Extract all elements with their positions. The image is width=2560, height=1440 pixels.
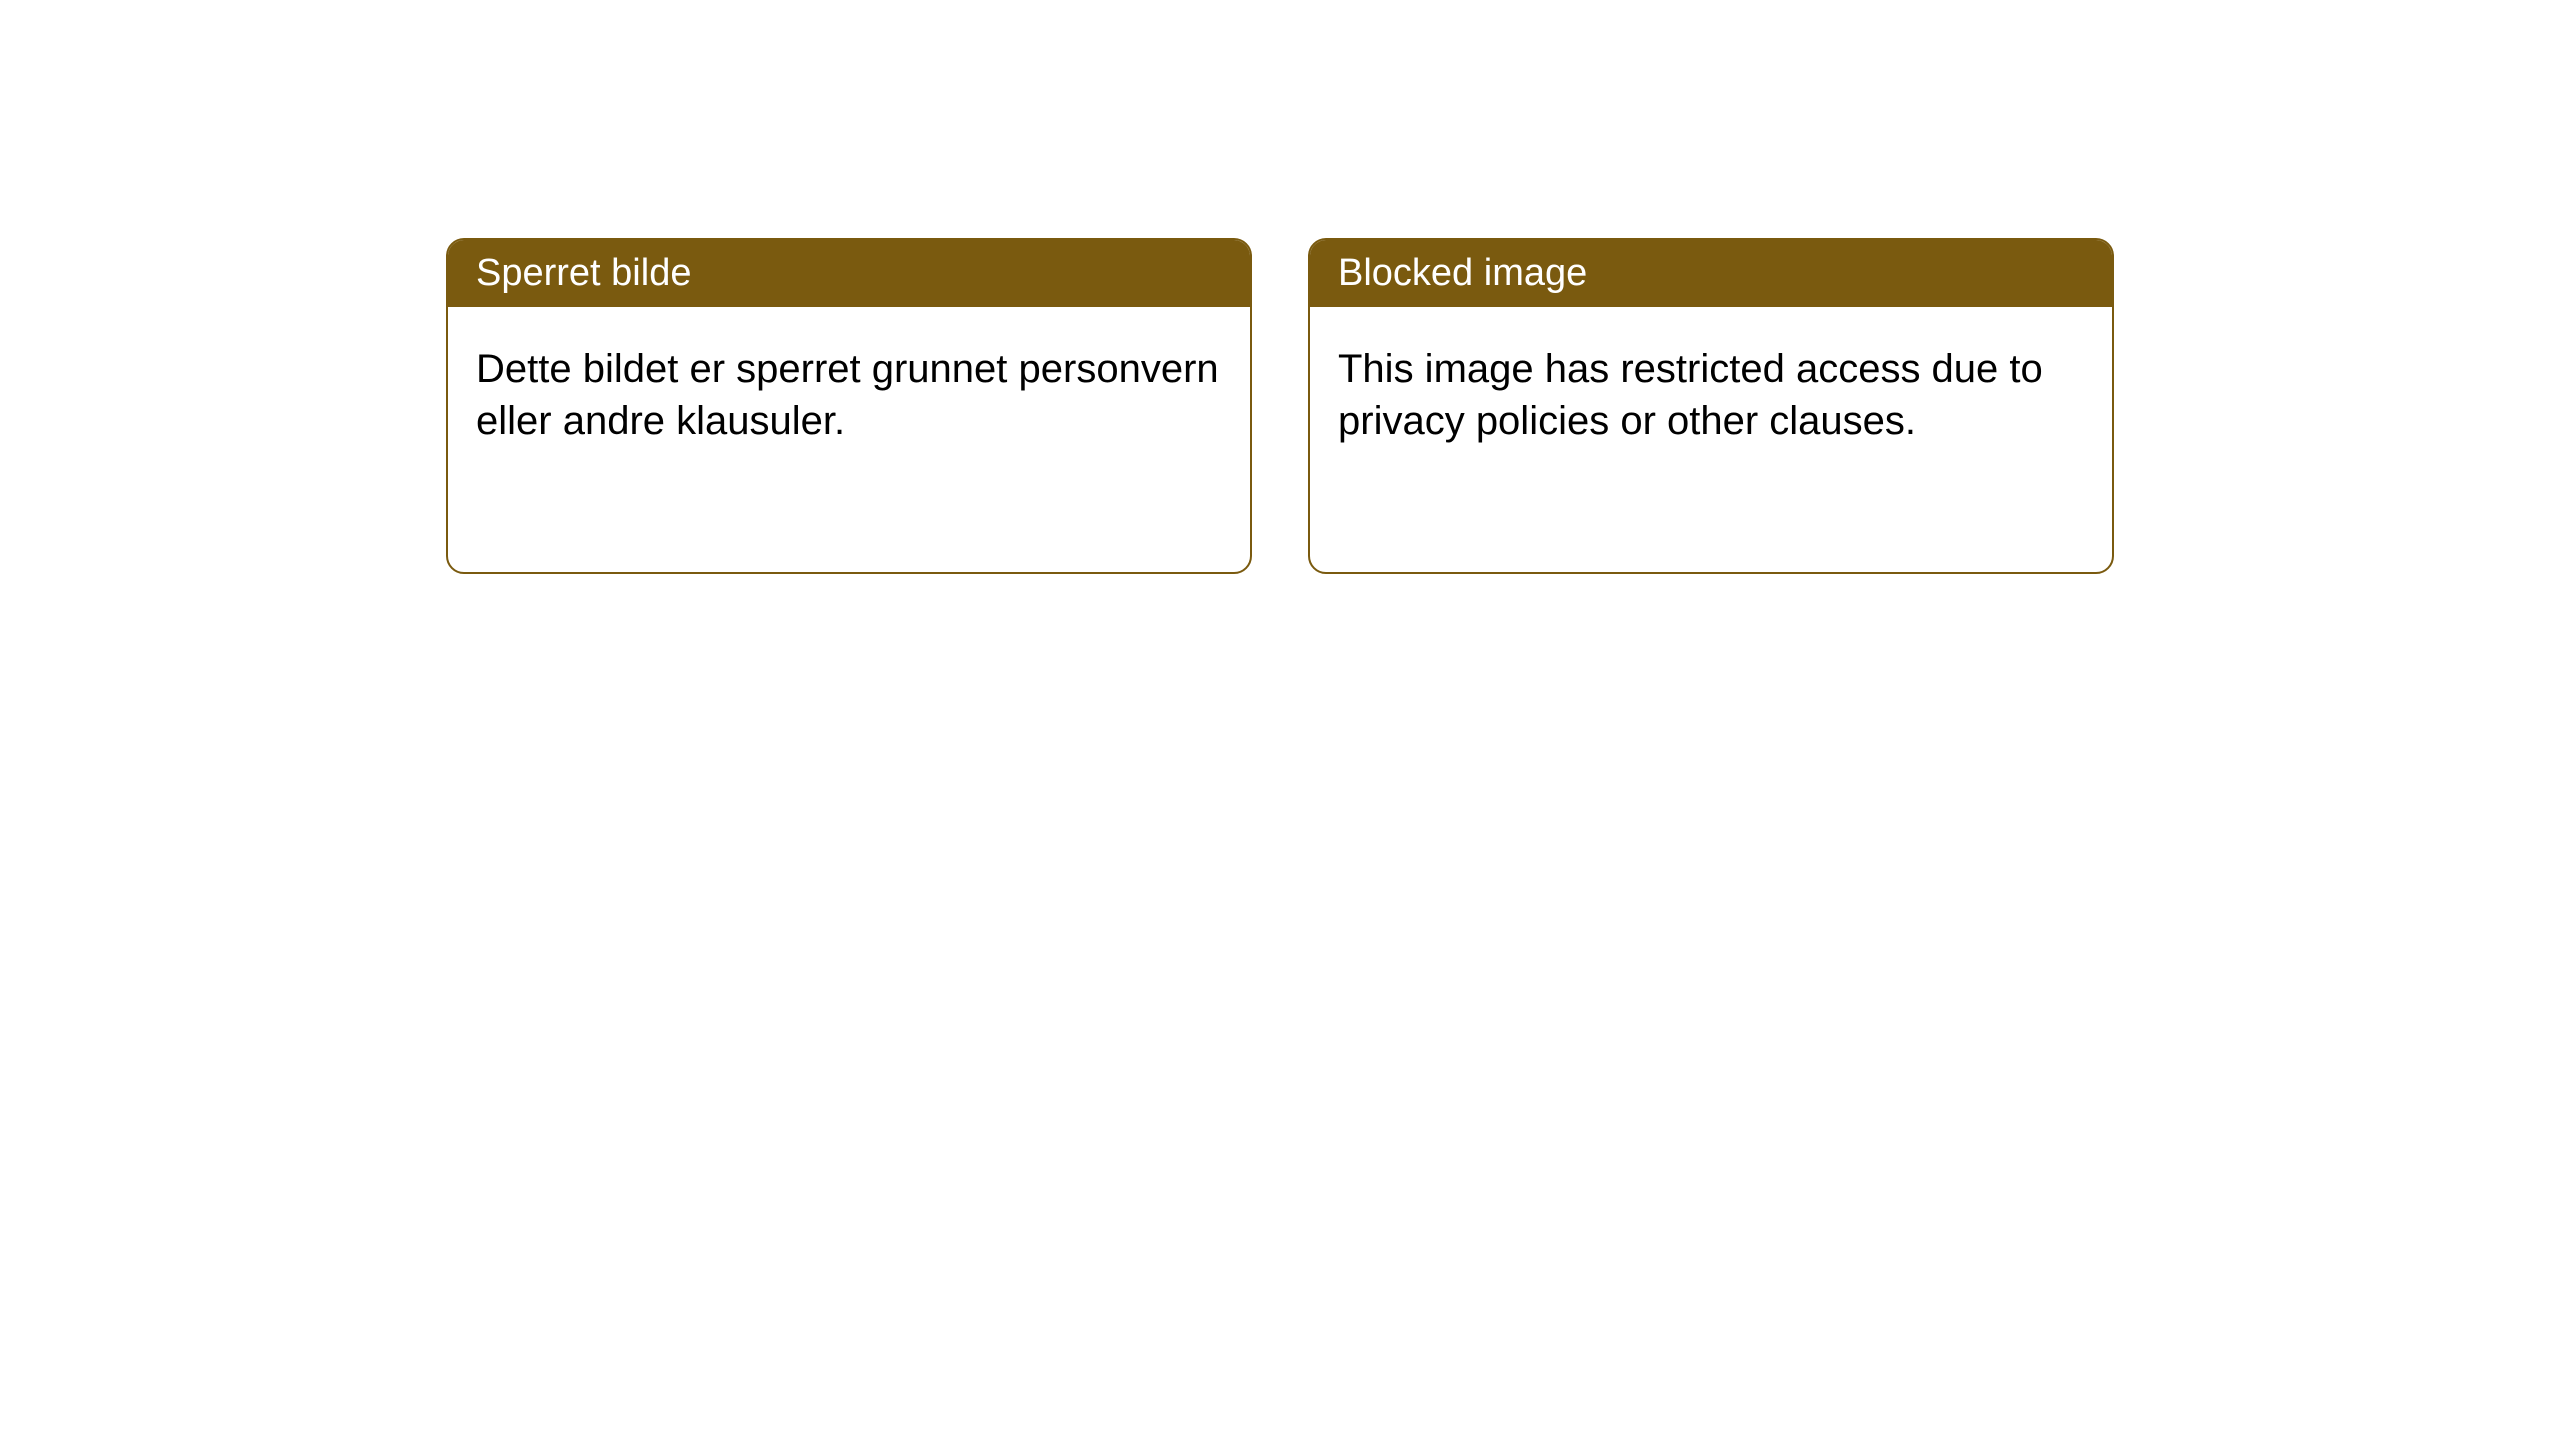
notice-card-english: Blocked image This image has restricted … xyxy=(1308,238,2114,574)
notice-card-norwegian: Sperret bilde Dette bildet er sperret gr… xyxy=(446,238,1252,574)
notice-header: Blocked image xyxy=(1310,240,2112,307)
notice-body: This image has restricted access due to … xyxy=(1310,307,2112,483)
notice-container: Sperret bilde Dette bildet er sperret gr… xyxy=(0,0,2560,574)
notice-title: Sperret bilde xyxy=(476,252,691,294)
notice-body-text: This image has restricted access due to … xyxy=(1338,347,2043,443)
notice-body: Dette bildet er sperret grunnet personve… xyxy=(448,307,1250,483)
notice-header: Sperret bilde xyxy=(448,240,1250,307)
notice-title: Blocked image xyxy=(1338,252,1587,294)
notice-body-text: Dette bildet er sperret grunnet personve… xyxy=(476,347,1219,443)
